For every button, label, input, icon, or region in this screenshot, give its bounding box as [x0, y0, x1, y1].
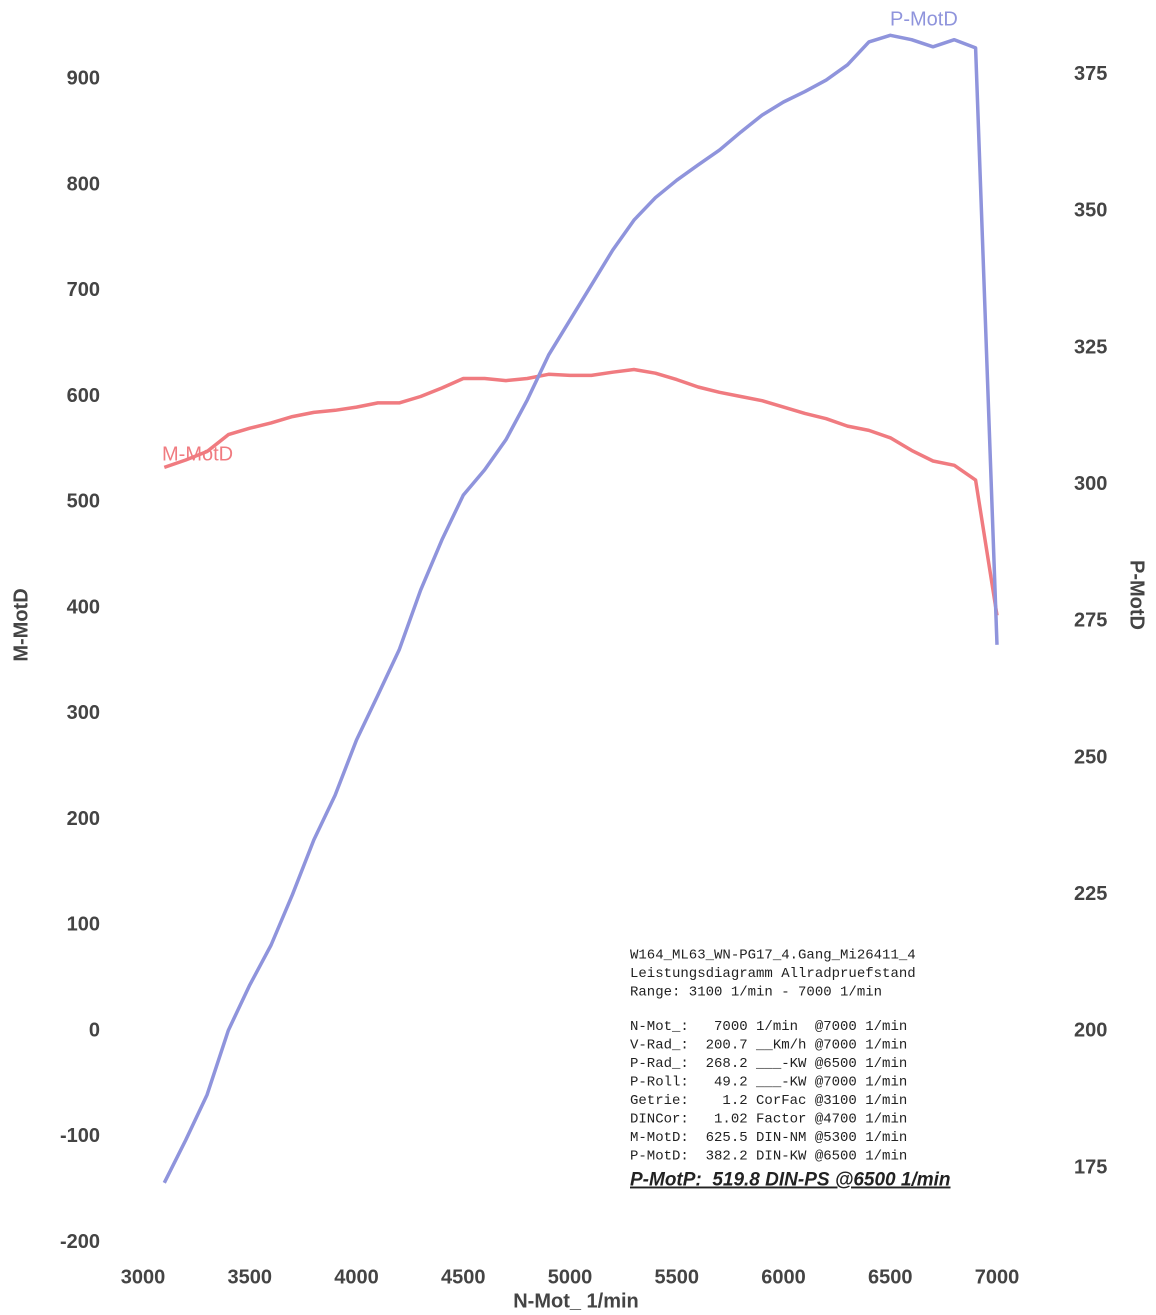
info-stat: P-Rad_: 268.2 ___-KW @6500 1/min — [630, 1056, 907, 1072]
y2-tick-label: 225 — [1074, 883, 1107, 905]
x-tick-label: 5000 — [548, 1266, 593, 1288]
info-stat: DINCor: 1.02 Factor @4700 1/min — [630, 1112, 907, 1128]
y-tick-label: 700 — [67, 279, 100, 301]
x-tick-label: 3000 — [121, 1266, 166, 1288]
series-line — [162, 33, 999, 1184]
info-series-stat: M-MotD: 625.5 DIN-NM @5300 1/min — [630, 1130, 907, 1146]
y-tick-label: -100 — [60, 1125, 100, 1147]
y-tick-label: 400 — [67, 596, 100, 618]
y-tick-label: 800 — [67, 173, 100, 195]
series-label: P-MotD — [890, 8, 958, 30]
y2-axis-title: P-MotD — [1126, 560, 1148, 630]
info-stat: Getrie: 1.2 CorFac @3100 1/min — [630, 1093, 907, 1109]
info-header: Range: 3100 1/min - 7000 1/min — [630, 985, 882, 1001]
series-label: M-MotD — [162, 443, 233, 465]
x-tick-label: 4000 — [334, 1266, 379, 1288]
info-stat: V-Rad_: 200.7 __Km/h @7000 1/min — [630, 1038, 907, 1054]
series-line — [163, 367, 999, 616]
info-series-stat: P-MotD: 382.2 DIN-KW @6500 1/min — [630, 1149, 907, 1165]
y-tick-label: 900 — [67, 68, 100, 90]
y-tick-label: 200 — [67, 808, 100, 830]
y2-tick-label: 350 — [1074, 200, 1107, 222]
y2-tick-label: 200 — [1074, 1020, 1107, 1042]
y-tick-label: 600 — [67, 385, 100, 407]
x-tick-label: 6000 — [761, 1266, 806, 1288]
y-tick-label: -200 — [60, 1231, 100, 1253]
y2-tick-label: 375 — [1074, 63, 1107, 85]
info-stat: N-Mot_: 7000 1/min @7000 1/min — [630, 1019, 907, 1035]
x-axis-title: N-Mot_ 1/min — [513, 1290, 639, 1312]
y-tick-label: 100 — [67, 914, 100, 936]
x-tick-label: 3500 — [228, 1266, 273, 1288]
y2-tick-label: 275 — [1074, 610, 1107, 632]
x-tick-label: 7000 — [975, 1266, 1020, 1288]
info-header: W164_ML63_WN-PG17_4.Gang_Mi26411_4 — [630, 948, 916, 964]
info-stat: P-Roll: 49.2 ___-KW @7000 1/min — [630, 1075, 907, 1091]
y2-tick-label: 325 — [1074, 336, 1107, 358]
y-tick-label: 500 — [67, 491, 100, 513]
x-tick-label: 5500 — [655, 1266, 700, 1288]
info-summary: P-MotP: 519.8 DIN-PS @6500 1/min — [630, 1170, 951, 1191]
y2-tick-label: 175 — [1074, 1156, 1107, 1178]
y-axis-title: M-MotD — [10, 588, 32, 661]
x-tick-label: 6500 — [868, 1266, 913, 1288]
x-tick-label: 4500 — [441, 1266, 486, 1288]
info-header: Leistungsdiagramm Allradpruefstand — [630, 966, 916, 982]
y-tick-label: 0 — [89, 1019, 100, 1041]
y2-tick-label: 250 — [1074, 746, 1107, 768]
y2-tick-label: 300 — [1074, 473, 1107, 495]
y-tick-label: 300 — [67, 702, 100, 724]
